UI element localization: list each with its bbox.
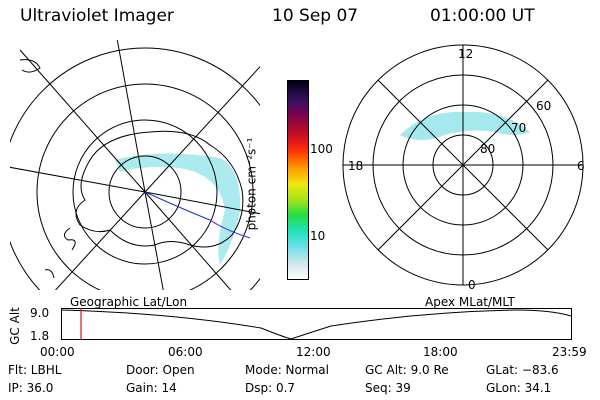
- mlt-label-18: 18: [348, 159, 364, 173]
- mlat-label-60: 60: [536, 99, 552, 113]
- xtick-2359: 23:59: [552, 345, 587, 359]
- aurora-glow-polar: [400, 111, 530, 140]
- xtick-0000: 00:00: [40, 345, 75, 359]
- ytick-1-8: 1.8: [30, 329, 50, 343]
- colorbar-tick-100: 100: [310, 142, 333, 156]
- colorbar-label: photon cm⁻²s⁻¹: [244, 137, 259, 231]
- colorbar: [287, 80, 309, 280]
- geo-map-caption: Geographic Lat/Lon: [70, 295, 188, 309]
- instrument-title: Ultraviolet Imager: [20, 6, 174, 26]
- timeline-ylabel: GC Alt: [7, 307, 22, 345]
- xtick-1200: 12:00: [296, 345, 331, 359]
- mlat-label-80: 80: [480, 142, 496, 156]
- footer-glon: GLon: 34.1: [486, 381, 552, 395]
- orbit-track: [144, 191, 251, 239]
- colorbar-tick-10: 10: [310, 229, 326, 243]
- footer-glat: GLat: −83.6: [486, 363, 559, 377]
- footer-filter: Flt: LBHL: [8, 363, 62, 377]
- polar-plot-caption: Apex MLat/MLT: [425, 295, 515, 309]
- date-label: 10 Sep 07: [272, 6, 359, 26]
- footer-door: Door: Open: [126, 363, 195, 377]
- time-label: 01:00:00 UT: [430, 6, 535, 26]
- aurora-glow: [115, 153, 241, 265]
- xtick-1800: 18:00: [423, 345, 458, 359]
- continent-outline: [75, 130, 244, 248]
- mlt-label-12: 12: [458, 47, 474, 61]
- footer-ip: IP: 36.0: [8, 381, 54, 395]
- mlt-label-6: 6: [577, 159, 585, 173]
- xtick-0600: 06:00: [168, 345, 203, 359]
- geographic-map: [10, 40, 260, 290]
- mlat-label-70: 70: [511, 121, 527, 135]
- footer-gain: Gain: 14: [126, 381, 177, 395]
- altitude-timeline: [60, 308, 572, 340]
- footer-mode: Mode: Normal: [245, 363, 329, 377]
- mlt-label-0: 0: [468, 278, 476, 292]
- footer-gc-alt: GC Alt: 9.0 Re: [365, 363, 449, 377]
- polar-plot: [342, 44, 584, 286]
- footer-dsp: Dsp: 0.7: [245, 381, 296, 395]
- altitude-curve: [60, 309, 572, 340]
- footer-seq: Seq: 39: [365, 381, 411, 395]
- ytick-9: 9.0: [30, 306, 50, 320]
